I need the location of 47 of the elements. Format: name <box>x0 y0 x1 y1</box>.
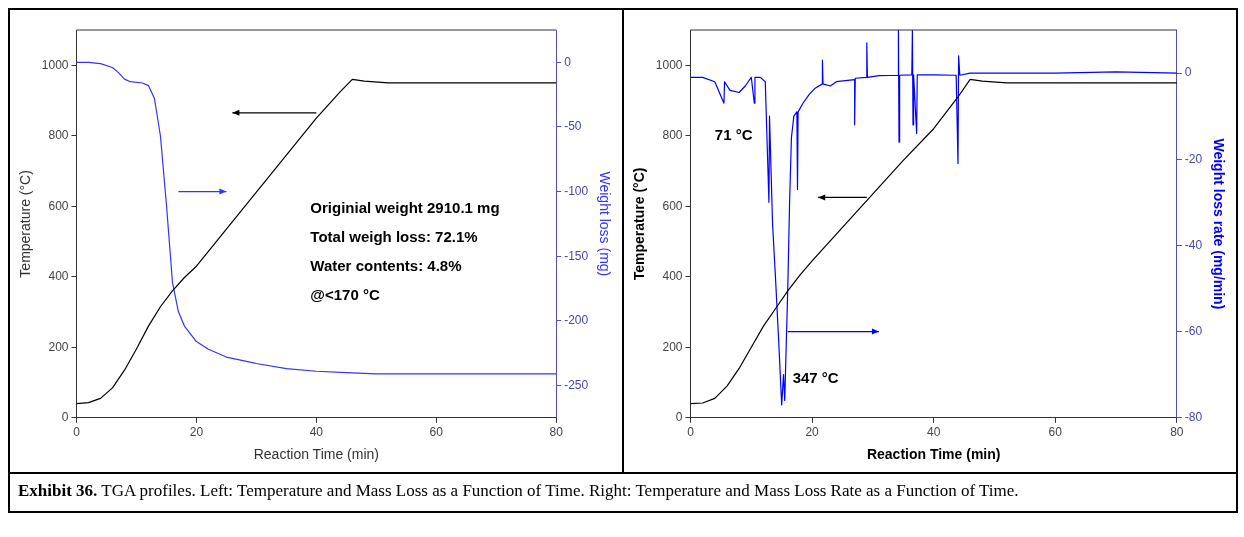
y-tick-label: 600 <box>48 198 69 213</box>
annotation: 71 °C <box>714 125 753 143</box>
y2-tick-label: -40 <box>1184 237 1203 252</box>
y2-tick-label: -20 <box>1184 151 1203 166</box>
y2-tick-label: 0 <box>564 54 572 69</box>
annotation: 347 °C <box>792 369 839 387</box>
y-tick-label: 800 <box>48 128 69 143</box>
y2-axis-title: Weight loss (mg) <box>596 171 613 277</box>
annotation: Total weigh loss: 72.1% <box>310 227 478 245</box>
y2-tick-label: -150 <box>564 248 589 263</box>
annotation: Water contents: 4.8% <box>310 256 462 274</box>
x-tick-label: 60 <box>1048 425 1063 440</box>
y-tick-label: 200 <box>662 339 683 354</box>
x-tick-label: 40 <box>309 425 324 440</box>
y-tick-label: 0 <box>675 410 683 425</box>
y-tick-label: 600 <box>662 198 683 213</box>
y-tick-label: 200 <box>48 339 69 354</box>
x-tick-label: 0 <box>687 425 695 440</box>
y-axis-title: Temperature (°C) <box>17 170 34 278</box>
x-tick-label: 60 <box>429 425 444 440</box>
x-tick-label: 80 <box>1170 425 1184 440</box>
annotation: Originial weight 2910.1 mg <box>310 198 500 216</box>
y2-tick-label: -100 <box>564 183 589 198</box>
y-axis-title: Temperature (°C) <box>631 167 648 281</box>
y-tick-label: 400 <box>48 269 69 284</box>
y2-tick-label: 0 <box>1184 65 1192 80</box>
y2-tick-label: -80 <box>1184 410 1203 425</box>
y2-tick-label: -250 <box>564 377 589 392</box>
x-tick-label: 0 <box>73 425 81 440</box>
x-axis-title: Reaction Time (min) <box>253 446 379 463</box>
y-tick-label: 400 <box>662 269 683 284</box>
y-tick-label: 1000 <box>655 57 683 72</box>
text: Exhibit 36. <box>18 481 98 500</box>
y2-tick-label: -60 <box>1184 323 1203 338</box>
text: TGA profiles. Left: Temperature and Mass Loss as a Function of Time. Right: Temperature and Mass Loss Rate as a Function of Time. <box>101 481 1019 500</box>
y-tick-label: 800 <box>662 128 683 143</box>
y2-tick-label: -200 <box>564 313 589 328</box>
x-tick-label: 20 <box>189 425 204 440</box>
x-axis-title: Reaction Time (min) <box>866 446 1001 463</box>
x-tick-label: 40 <box>927 425 941 440</box>
y2-axis-title: Weight loss rate (mg/min) <box>1210 138 1227 310</box>
annotation: @<170 °C <box>310 285 380 303</box>
y2-tick-label: -50 <box>564 119 582 134</box>
y-tick-label: 0 <box>61 410 69 425</box>
x-tick-label: 20 <box>805 425 820 440</box>
y-tick-label: 1000 <box>41 57 69 72</box>
x-tick-label: 80 <box>549 425 564 440</box>
